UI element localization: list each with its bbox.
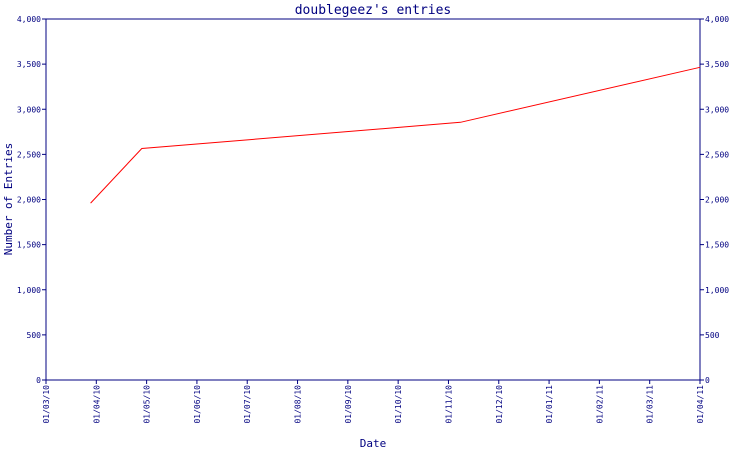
y-tick-label-right: 2,500 [705,150,729,159]
x-tick-label: 01/04/11 [696,385,705,424]
chart-title: doublegeez's entries [295,3,452,18]
x-tick-label: 01/03/11 [646,385,655,424]
x-axis-title: Date [360,437,387,450]
y-tick-label-right: 3,000 [705,105,729,114]
y-tick-label-left: 3,000 [17,105,41,114]
y-tick-label-right: 4,000 [705,15,729,24]
y-axis-right: 0 500 1,000 1,500 2,000 2,500 3,000 3,500 4,000 [700,15,729,385]
y-tick-label-left: 0 [36,376,41,385]
y-axis-left: 0 500 1,000 1,500 2,000 2,500 3,000 3,500 4,000 [17,15,46,385]
x-tick-label: 01/02/11 [595,385,604,424]
y-tick-label-left: 1,000 [17,286,41,295]
x-tick-label: 01/04/10 [92,385,101,424]
y-tick-label-right: 1,000 [705,286,729,295]
x-tick-label: 01/06/10 [193,385,202,424]
series-line [90,66,701,204]
x-tick-label: 01/03/10 [42,385,51,424]
y-tick-label-right: 1,500 [705,241,729,250]
x-tick-label: 01/12/10 [495,385,504,424]
x-tick-label: 01/05/10 [143,385,152,424]
y-tick-label-left: 1,500 [17,241,41,250]
y-tick-label-left: 3,500 [17,60,41,69]
y-tick-label-right: 500 [705,331,720,340]
y-tick-label-left: 2,000 [17,196,41,205]
x-tick-label: 01/07/10 [243,385,252,424]
x-axis: 01/03/10 01/04/10 01/05/10 01/06/10 01/07/10… [42,380,705,424]
x-tick-label: 01/01/11 [545,385,554,424]
y-tick-label-left: 4,000 [17,15,41,24]
plot-area [45,18,701,381]
y-axis-title: Number of Entries [2,143,15,256]
x-tick-label: 01/08/10 [294,385,303,424]
x-tick-label: 01/11/10 [444,385,453,424]
y-tick-label-right: 2,000 [705,196,729,205]
y-tick-label-right: 0 [705,376,710,385]
y-tick-label-left: 500 [27,331,42,340]
y-tick-label-left: 2,500 [17,150,41,159]
series-group [90,66,701,204]
y-tick-label-right: 3,500 [705,60,729,69]
x-tick-label: 01/09/10 [344,385,353,424]
x-tick-label: 01/10/10 [394,385,403,424]
